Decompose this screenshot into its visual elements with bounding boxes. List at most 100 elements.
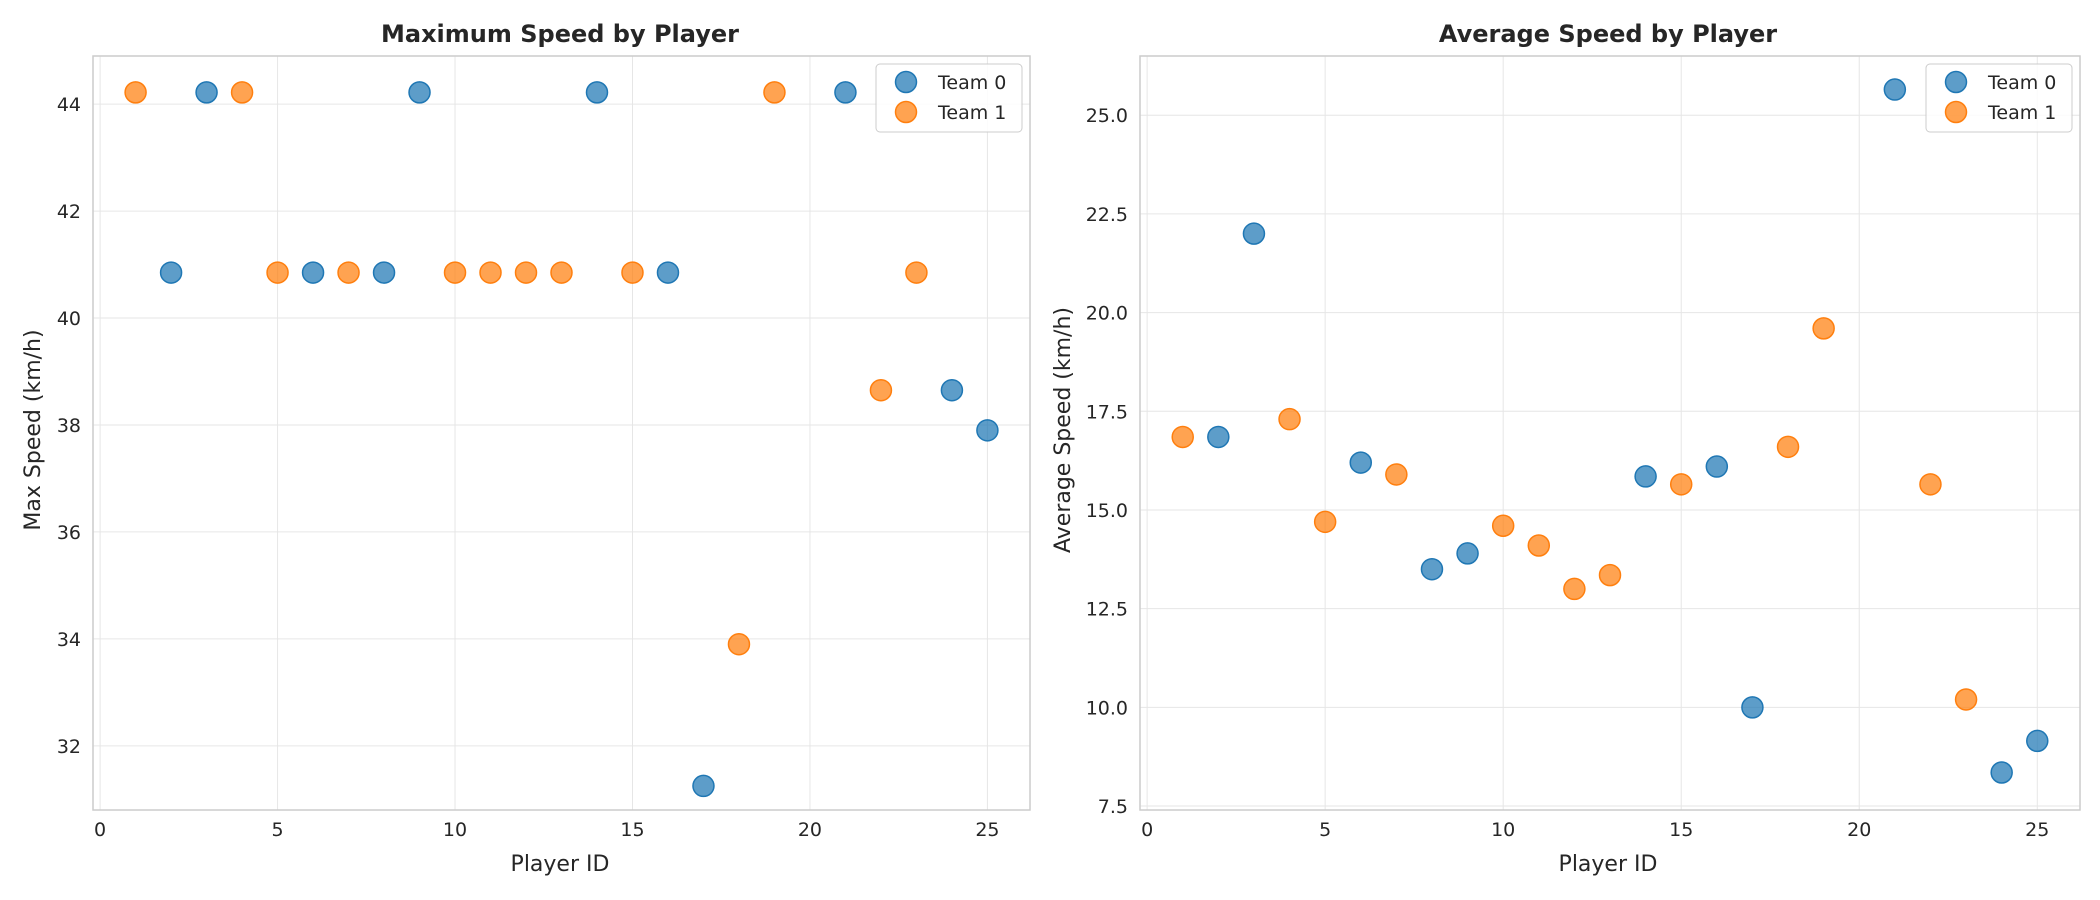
series-team-0 (1207, 78, 2049, 784)
x-axis-label: Player ID (1559, 852, 1658, 877)
x-tick-label: 15 (1669, 819, 1693, 841)
data-point (976, 419, 999, 442)
y-tick-label: 42 (57, 201, 81, 223)
data-point (621, 261, 644, 284)
data-point (301, 261, 325, 284)
data-point (1954, 688, 1978, 711)
data-point (1313, 510, 1337, 534)
legend: Team 0 Team 1 (1925, 63, 2073, 133)
data-point (479, 261, 502, 284)
x-tick-label: 0 (1141, 819, 1153, 841)
y-axis-label: Max Speed (km/h) (21, 329, 46, 530)
x-tick-label: 25 (975, 819, 999, 841)
data-point (372, 261, 396, 284)
data-point (1385, 463, 1408, 486)
data-point (1669, 473, 1693, 496)
y-tick-label: 44 (57, 94, 81, 116)
y-tick-label: 25.0 (1086, 105, 1128, 127)
data-point (443, 261, 467, 284)
x-tick-label: 15 (620, 819, 644, 841)
legend-marker (894, 100, 918, 124)
data-point (1812, 317, 1835, 340)
data-point (1705, 455, 1729, 478)
legend-marker (894, 70, 918, 94)
data-point (692, 774, 715, 798)
x-tick-label: 5 (1319, 819, 1331, 841)
data-point (656, 261, 680, 284)
data-point (1919, 473, 1942, 496)
y-axis-label: Average Speed (km/h) (1051, 307, 1076, 553)
plot-frame (92, 55, 1031, 811)
y-tick-label: 15.0 (1086, 500, 1128, 522)
data-point (124, 81, 147, 104)
data-point (1242, 222, 1266, 245)
y-tick-label: 7.5 (1098, 796, 1128, 818)
legend-label: Team 1 (937, 102, 1006, 124)
series-team-0 (159, 81, 999, 798)
y-tick-label: 38 (57, 415, 81, 437)
data-point (1491, 514, 1515, 538)
chart-title: Maximum Speed by Player (381, 20, 739, 48)
data-point (834, 81, 857, 104)
gridlines (1140, 56, 2080, 810)
legend-label: Team 0 (937, 72, 1006, 94)
y-tick-label: 36 (57, 522, 81, 544)
data-point (869, 378, 893, 402)
x-tick-label: 0 (94, 819, 106, 841)
data-point (550, 261, 573, 284)
data-point (408, 81, 431, 104)
legend-marker (1944, 100, 1968, 124)
chart-title: Average Speed by Player (1439, 20, 1777, 48)
data-point (1598, 563, 1622, 587)
gridlines (93, 56, 1030, 810)
data-point (1527, 534, 1551, 557)
x-tick-label: 10 (443, 819, 467, 841)
y-tick-label: 10.0 (1086, 697, 1128, 719)
legend-marker (1944, 70, 1968, 94)
data-point (230, 81, 254, 104)
data-point (940, 378, 964, 402)
series-team-1 (1171, 317, 1978, 711)
data-point (195, 81, 218, 104)
data-point (1207, 425, 1230, 449)
data-point (1776, 435, 1800, 459)
data-point (1420, 557, 1444, 581)
data-point (1456, 542, 1479, 565)
data-point (1278, 407, 1301, 431)
y-tick-label: 32 (57, 736, 81, 758)
y-tick-label: 34 (57, 629, 81, 651)
y-tick-label: 40 (57, 308, 81, 330)
data-point (159, 261, 183, 284)
data-point (763, 81, 786, 104)
data-point (514, 261, 538, 284)
data-point (1990, 761, 2013, 784)
data-point (266, 261, 289, 284)
data-point (1171, 425, 1194, 449)
y-tick-label: 22.5 (1086, 204, 1128, 226)
data-point (2026, 729, 2049, 753)
legend-label: Team 0 (1987, 72, 2056, 94)
data-point (585, 81, 609, 104)
data-point (1563, 577, 1586, 601)
x-tick-label: 25 (2025, 819, 2049, 841)
legend-label: Team 1 (1987, 102, 2056, 124)
y-tick-label: 20.0 (1086, 303, 1128, 325)
x-tick-label: 10 (1491, 819, 1515, 841)
data-point (1883, 78, 1907, 101)
max-speed-chart: Maximum Speed by Player Player ID Max Sp… (21, 20, 1031, 877)
data-point (727, 632, 751, 656)
data-point (1349, 451, 1373, 474)
y-tick-label: 17.5 (1086, 401, 1128, 423)
data-point (337, 261, 360, 284)
plot-frame (1139, 55, 2081, 811)
series-team-1 (124, 81, 928, 656)
average-speed-chart: Average Speed by Player Player ID Averag… (1051, 20, 2081, 877)
data-point (905, 261, 928, 284)
x-tick-label: 5 (272, 819, 284, 841)
data-point (1741, 696, 1764, 719)
data-point (1634, 465, 1657, 488)
x-tick-label: 20 (798, 819, 822, 841)
legend: Team 0 Team 1 (875, 63, 1023, 133)
x-tick-label: 20 (1847, 819, 1871, 841)
